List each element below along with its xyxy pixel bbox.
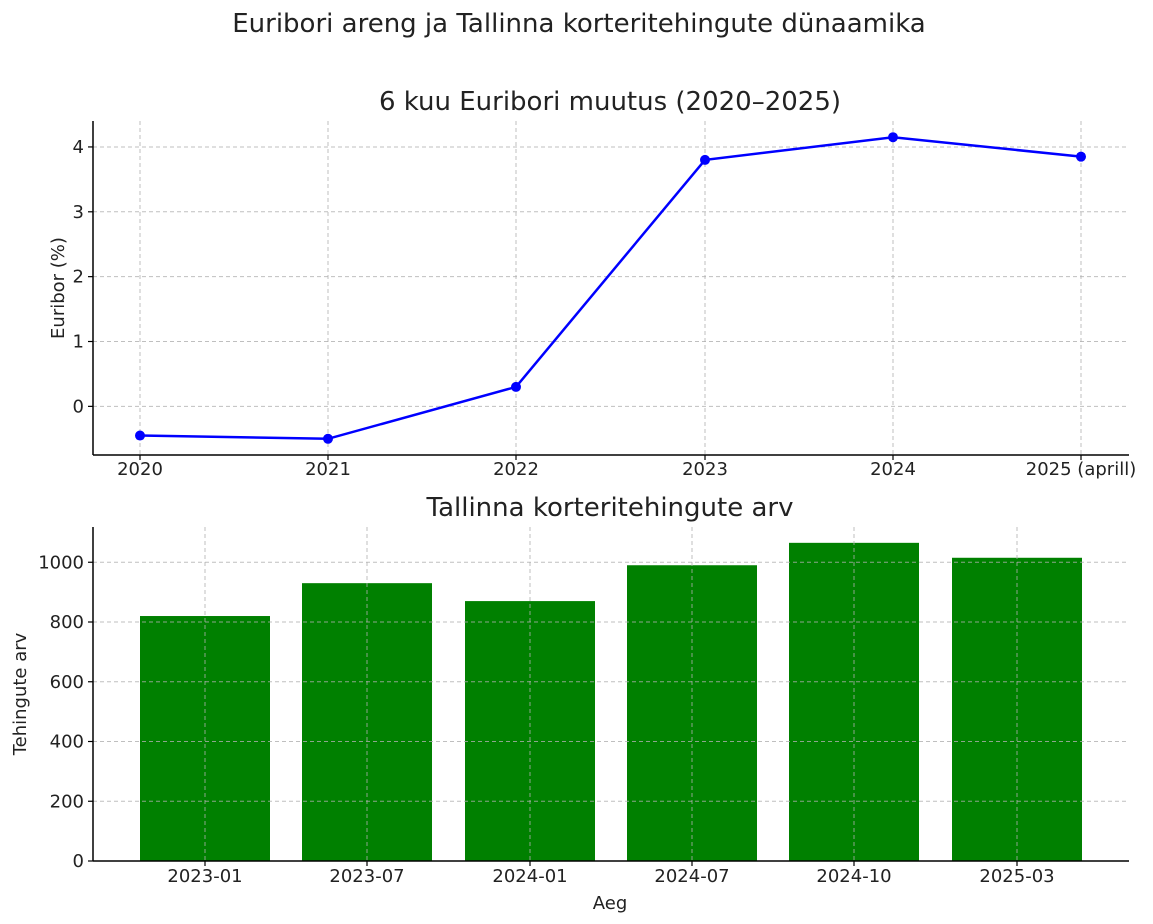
y-tick-label: 4: [73, 137, 84, 158]
x-tick-label: 2024: [870, 459, 916, 480]
euribor-series: [135, 132, 1086, 444]
euribor-chart-title: 6 kuu Euribori muutus (2020–2025): [379, 87, 841, 117]
deals-x-axis-label: Aeg: [593, 893, 628, 914]
y-tick-label: 0: [73, 851, 84, 872]
x-tick-label: 2025-03: [979, 866, 1054, 887]
x-tick-label: 2021: [305, 459, 351, 480]
y-tick-label: 2: [73, 267, 84, 288]
euribor-point: [511, 381, 521, 392]
y-tick-label: 3: [73, 202, 84, 223]
x-tick-label: 2023: [682, 459, 728, 480]
y-tick-label: 200: [50, 791, 84, 812]
euribor-y-axis-label: Euribor (%): [48, 237, 69, 339]
x-tick-label: 2024-10: [816, 866, 891, 887]
x-tick-label: 2024-01: [492, 866, 567, 887]
x-tick-label: 2025 (aprill): [1026, 459, 1136, 480]
euribor-point: [1076, 151, 1086, 162]
deals-bars: [140, 542, 1082, 861]
deals-ticks: 0 200 400 600 800 1000 2023-01 2023-07 2024-01 20…: [38, 552, 1054, 887]
y-tick-label: 1: [73, 332, 84, 353]
y-tick-label: 0: [73, 396, 84, 417]
y-tick-label: 400: [50, 732, 84, 753]
euribor-ticks: 2020 2021 2022 2023 2024 2025 (aprill) 0 1 2 3 4: [73, 137, 1137, 480]
x-tick-label: 2023-01: [167, 866, 242, 887]
euribor-line-chart: 6 kuu Euribori muutus (2020–2025) Euribo…: [48, 87, 1136, 480]
figure-suptitle: Euribori areng ja Tallinna korteritehing…: [232, 9, 926, 39]
x-tick-label: 2020: [117, 459, 163, 480]
deals-y-axis-label: Tehingute arv: [10, 632, 31, 756]
x-tick-label: 2024-07: [654, 866, 729, 887]
deals-bar: [302, 583, 432, 861]
euribor-line: [139, 135, 1082, 441]
euribor-point: [323, 433, 333, 444]
apartment-deals-bar-chart: Tallinna korteritehingute arv Tehingute …: [10, 493, 1129, 914]
euribor-point: [888, 132, 898, 143]
x-tick-label: 2023-07: [329, 866, 404, 887]
y-tick-label: 600: [50, 672, 84, 693]
euribor-grid: [93, 121, 1129, 455]
y-tick-label: 800: [50, 612, 84, 633]
y-tick-label: 1000: [38, 552, 84, 573]
euribor-point: [700, 154, 710, 165]
deals-chart-title: Tallinna korteritehingute arv: [426, 493, 794, 523]
x-tick-label: 2022: [493, 459, 539, 480]
euribor-point: [135, 430, 145, 441]
